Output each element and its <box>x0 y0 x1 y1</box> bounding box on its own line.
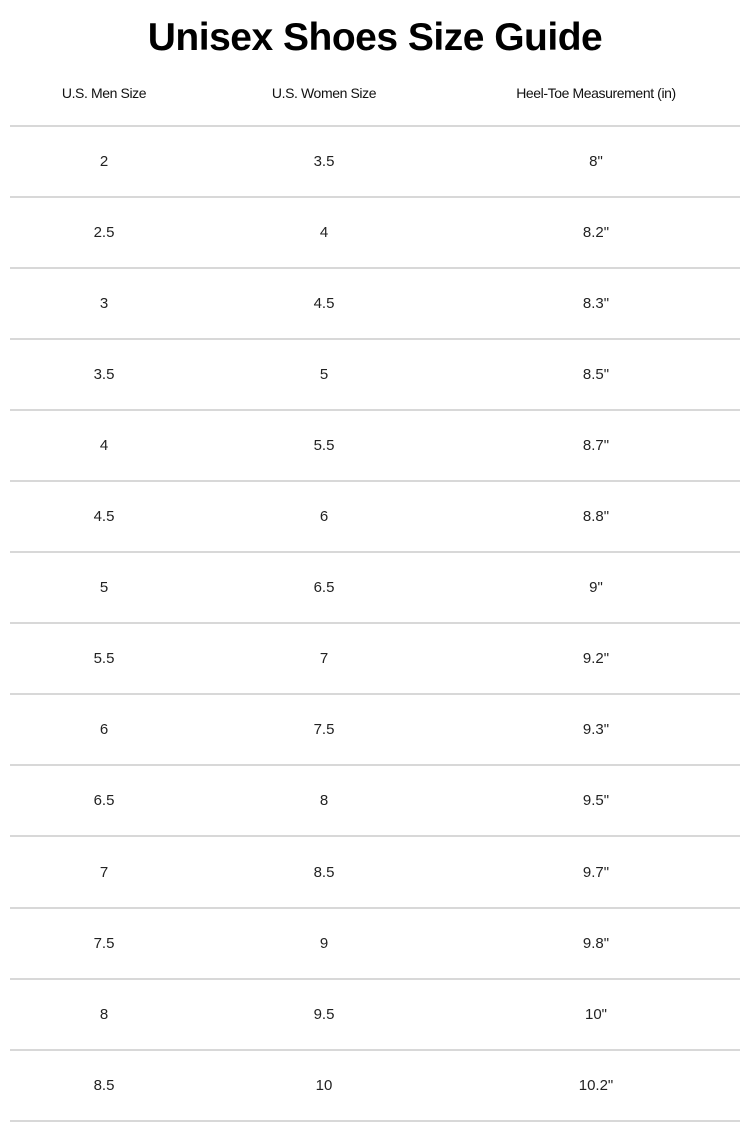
men-size-cell: 7 <box>99 863 109 881</box>
heel-toe-cell: 8.5" <box>582 366 610 384</box>
women-size-cell: 4 <box>319 224 329 242</box>
heel-toe-cell: 8.7" <box>582 437 610 455</box>
women-size-cell: 7.5 <box>313 721 335 739</box>
women-size-cell: 3.5 <box>313 153 335 170</box>
men-size-cell: 7.5 <box>93 934 115 952</box>
heel-toe-cell: 8.8" <box>582 508 610 526</box>
heel-toe-cell: 9.2" <box>582 650 610 668</box>
men-size-cell: 6.5 <box>93 792 115 810</box>
men-size-cell: 3.5 <box>93 366 115 384</box>
men-size-cell: 3 <box>99 295 109 313</box>
header-divider <box>10 125 740 127</box>
men-size-cell: 6 <box>99 721 109 739</box>
row-divider <box>10 693 740 696</box>
women-size-cell: 6.5 <box>313 579 335 597</box>
heel-toe-cell: 10.2" <box>578 1076 614 1094</box>
header-us-women-size: U.S. Women Size <box>271 85 377 101</box>
header-us-men-size: U.S. Men Size <box>61 85 147 101</box>
row-divider <box>10 551 740 554</box>
men-size-cell: 2.5 <box>93 224 115 242</box>
women-size-cell: 8 <box>319 792 329 810</box>
row-divider <box>10 409 740 412</box>
page-title: Unisex Shoes Size Guide <box>147 16 603 59</box>
heel-toe-cell: 9" <box>589 579 603 597</box>
row-divider <box>10 1119 740 1122</box>
men-size-cell: 5.5 <box>93 650 115 668</box>
women-size-cell: 6 <box>319 508 329 526</box>
men-size-cell: 5 <box>99 579 109 597</box>
heel-toe-cell: 8.3" <box>582 295 610 313</box>
women-size-cell: 10 <box>315 1076 333 1094</box>
row-divider <box>10 622 740 625</box>
women-size-cell: 4.5 <box>313 295 335 313</box>
row-divider <box>10 338 740 341</box>
women-size-cell: 8.5 <box>313 863 335 881</box>
heel-toe-cell: 9.8" <box>582 934 610 952</box>
heel-toe-cell: 9.3" <box>582 721 610 739</box>
row-divider <box>10 764 740 767</box>
men-size-cell: 2 <box>99 153 109 170</box>
men-size-cell: 8 <box>99 1005 109 1023</box>
women-size-cell: 5 <box>319 366 329 384</box>
row-divider <box>10 480 740 483</box>
heel-toe-cell: 8.2" <box>582 224 610 242</box>
row-divider <box>10 906 740 909</box>
heel-toe-cell: 8" <box>589 153 603 170</box>
row-divider <box>10 977 740 980</box>
row-divider <box>10 196 740 198</box>
heel-toe-cell: 9.7" <box>582 863 610 881</box>
row-divider <box>10 1048 740 1051</box>
heel-toe-cell: 9.5" <box>582 792 610 810</box>
heel-toe-cell: 10" <box>584 1005 607 1023</box>
women-size-cell: 7 <box>319 650 329 668</box>
women-size-cell: 9.5 <box>313 1005 335 1023</box>
women-size-cell: 5.5 <box>313 437 335 455</box>
men-size-cell: 4 <box>99 437 109 455</box>
row-divider <box>10 267 740 270</box>
header-heel-toe-measurement: Heel-Toe Measurement (in) <box>516 85 676 101</box>
row-divider <box>10 835 740 838</box>
men-size-cell: 8.5 <box>93 1076 115 1094</box>
men-size-cell: 4.5 <box>93 508 115 526</box>
women-size-cell: 9 <box>319 934 329 952</box>
